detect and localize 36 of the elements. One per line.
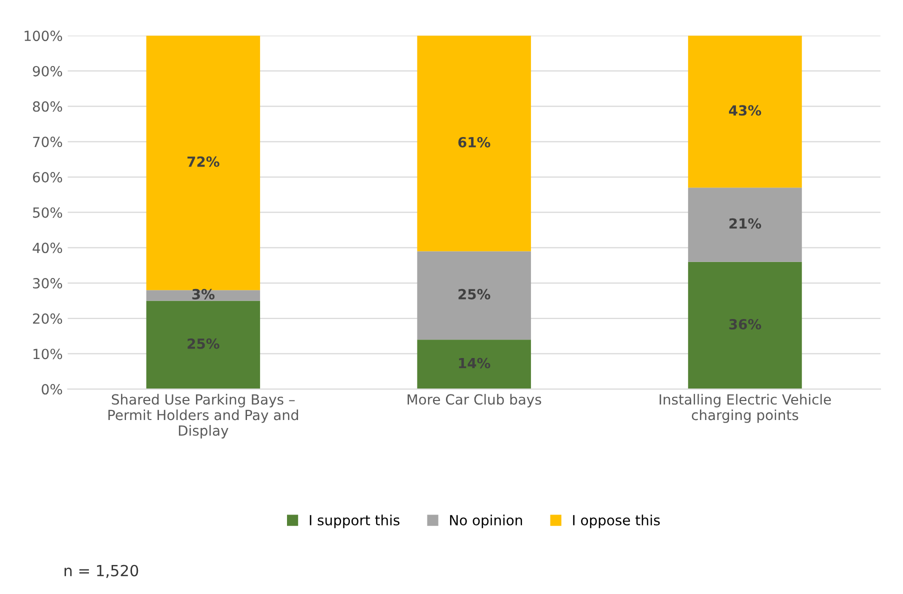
bar xyxy=(688,36,802,188)
data-label: 36% xyxy=(729,318,762,330)
x-tick-label: More Car Club bays xyxy=(408,394,542,408)
y-tick-label: 20% xyxy=(33,313,62,324)
x-tick-label: Installing Electric Vehicle charging points xyxy=(660,394,831,423)
y-tick-label: 50% xyxy=(33,207,62,218)
bar xyxy=(688,188,802,262)
y-tick-label: 30% xyxy=(33,278,62,289)
legend-label: No opinion xyxy=(450,514,522,528)
y-tick-label: 100% xyxy=(24,30,62,42)
bar xyxy=(417,36,531,252)
bar xyxy=(417,251,531,340)
data-label: 72% xyxy=(187,156,220,167)
data-label: 61% xyxy=(458,136,490,148)
data-label: 43% xyxy=(728,105,762,116)
bar xyxy=(146,36,260,290)
bar xyxy=(146,300,260,390)
bar xyxy=(146,290,260,301)
data-label: 25% xyxy=(458,288,490,300)
legend-label: I oppose this xyxy=(573,514,660,528)
y-tick-label: 0% xyxy=(42,384,62,395)
legend-label: I support this xyxy=(310,514,400,528)
bar xyxy=(417,340,531,390)
text: n = 1,520 xyxy=(64,564,138,578)
bar xyxy=(688,262,802,390)
data-label: 3% xyxy=(192,288,215,300)
y-tick-label: 60% xyxy=(32,172,62,182)
y-tick-label: 40% xyxy=(32,242,62,254)
y-tick-label: 70% xyxy=(33,136,62,148)
data-label: 25% xyxy=(188,338,220,349)
x-tick-label: Shared Use Parking Bays – Permit Holders and Pay and Display xyxy=(108,394,298,438)
y-tick-label: 80% xyxy=(32,101,62,112)
y-tick-label: 90% xyxy=(32,66,62,76)
y-tick-label: 10% xyxy=(34,348,62,360)
data-label: 14% xyxy=(459,358,490,368)
data-label: 21% xyxy=(729,218,762,229)
